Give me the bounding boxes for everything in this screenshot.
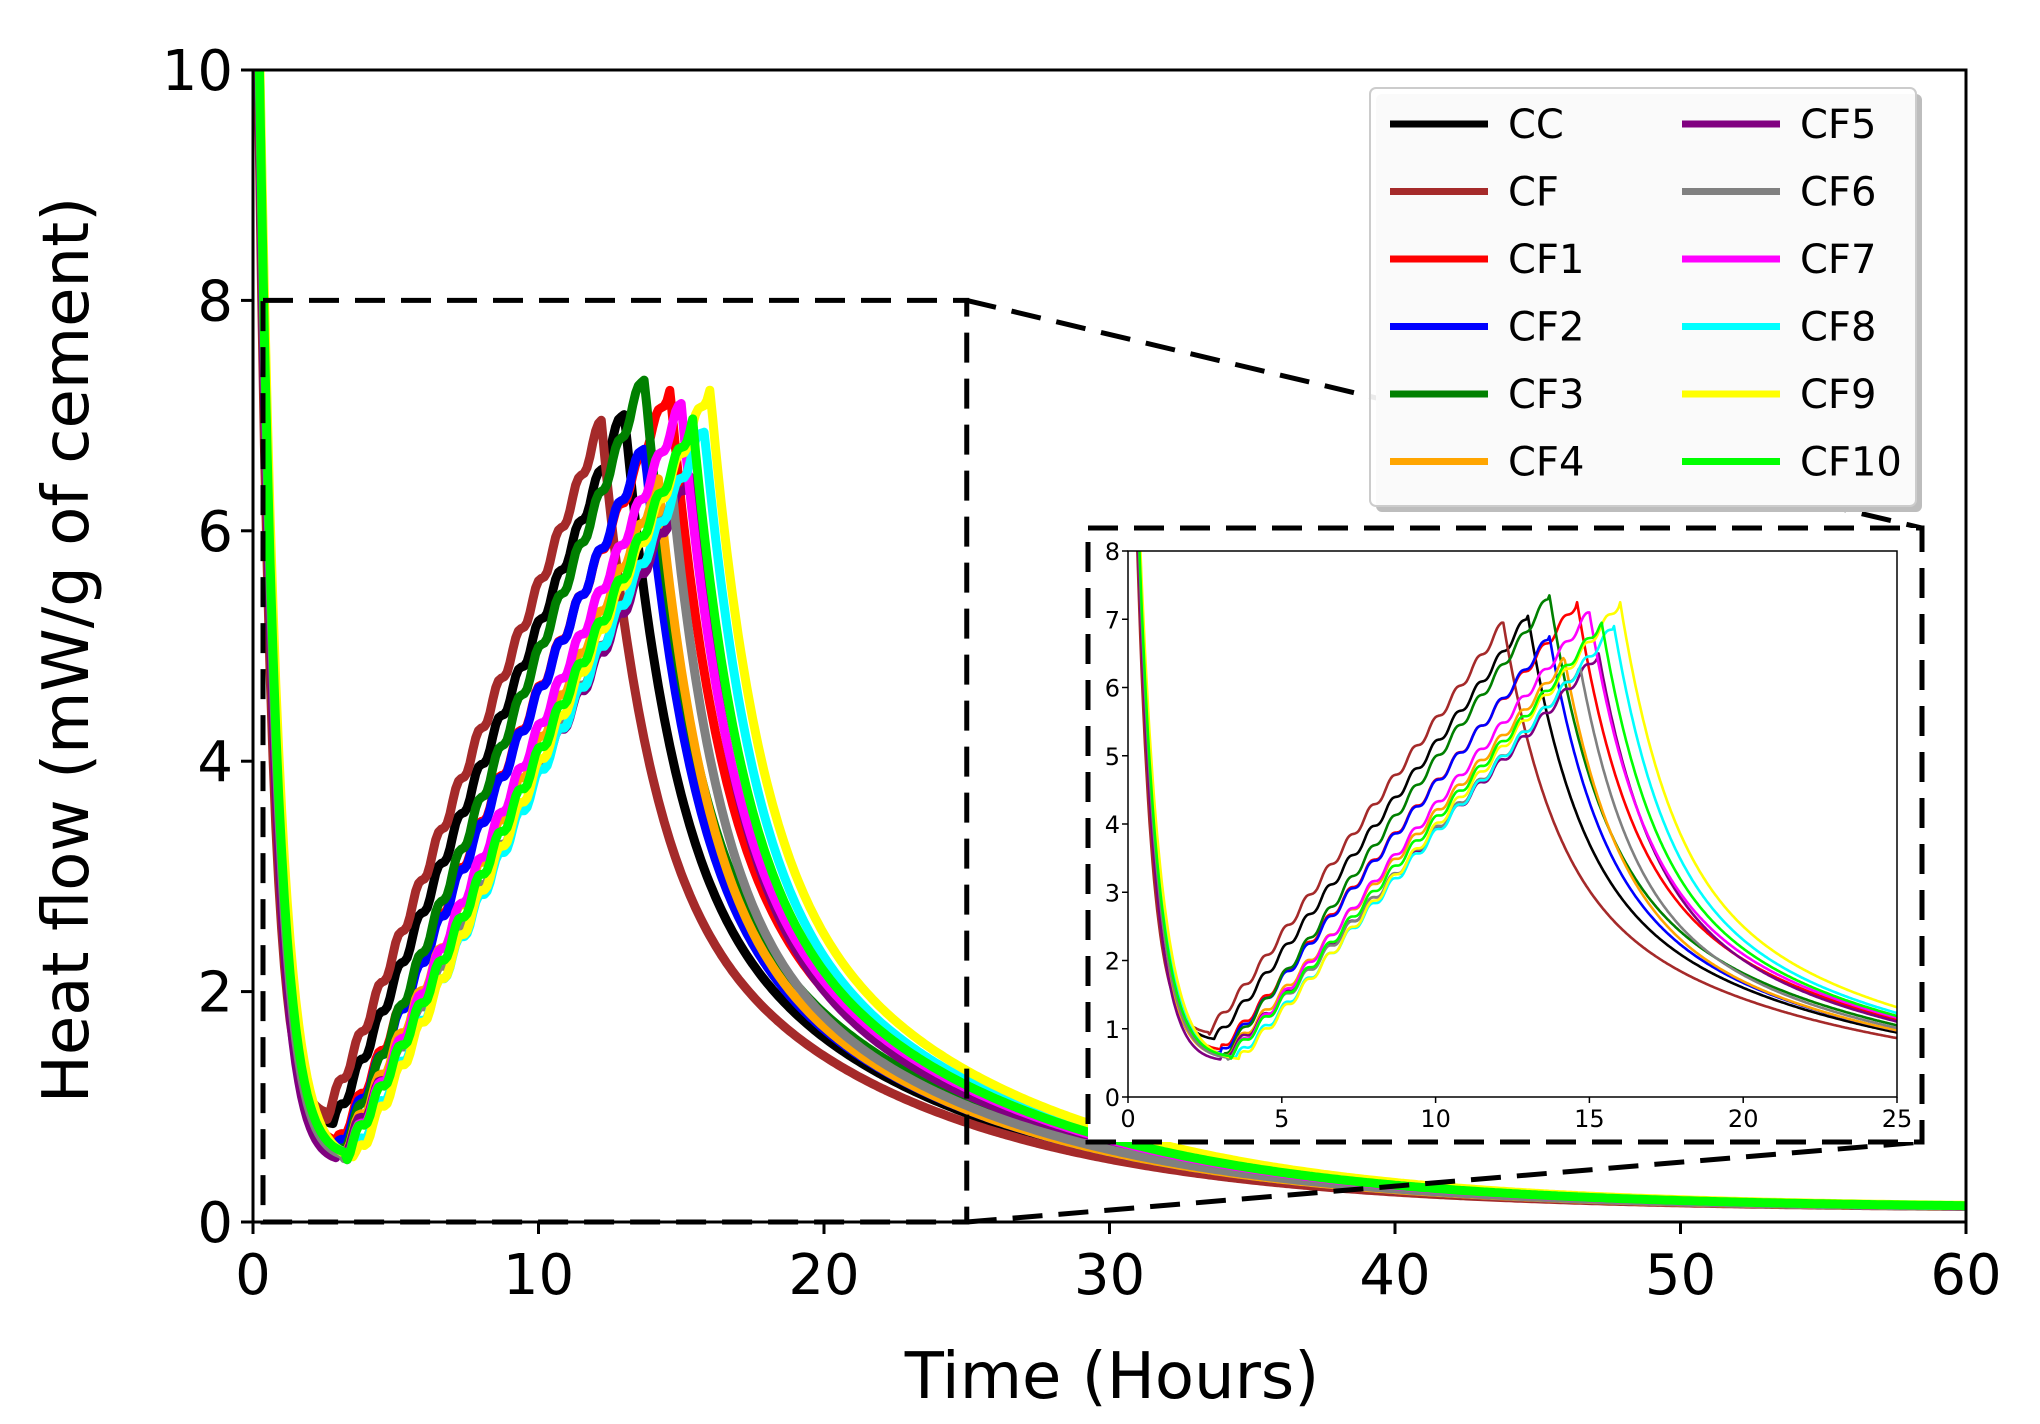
zoom-connector-bottom (966, 1139, 1923, 1225)
zoom-region-box (260, 297, 970, 1225)
y-tick-label: 6 (197, 500, 233, 565)
legend-label-cf8: CF8 (1800, 305, 1876, 351)
inset-x-tick-label: 0 (1120, 1105, 1135, 1133)
legend-label-cf7: CF7 (1800, 237, 1876, 283)
inset-series-line-cf9 (1139, 551, 1897, 1061)
x-tick-label: 30 (1074, 1243, 1145, 1308)
legend-label-cf9: CF9 (1800, 372, 1876, 418)
inset-y-tick-label: 1 (1105, 1016, 1120, 1044)
y-tick-label: 8 (197, 269, 233, 334)
inset-dashed-frame (1085, 525, 1925, 1145)
legend-label-cf1: CF1 (1508, 237, 1584, 283)
inset-y-tick-label: 0 (1105, 1084, 1120, 1112)
legend-label-cf3: CF3 (1508, 372, 1584, 418)
legend-label-cf2: CF2 (1508, 305, 1584, 351)
inset-y-tick-label: 6 (1105, 675, 1120, 703)
legend-label-cf6: CF6 (1800, 170, 1876, 216)
inset-series-line-cf10 (1138, 551, 1897, 1060)
inset-x-tick-label: 5 (1274, 1105, 1289, 1133)
y-tick-label: 0 (197, 1191, 233, 1256)
legend: CC CF CF1 CF2 CF3 CF4 CF5 CF6 CF7 CF8 CF9 CF10 (1369, 87, 1922, 512)
x-axis-label: Time (Hours) (904, 1340, 1319, 1414)
inset-y-tick-label: 4 (1105, 811, 1120, 839)
legend-label-cf4: CF4 (1508, 440, 1584, 486)
inset-chart: 0 5 10 15 20 25 0 1 2 3 4 5 6 7 8 (1085, 525, 1925, 1145)
inset-x-tick-label: 25 (1882, 1105, 1913, 1133)
legend-label-cf5: CF5 (1800, 102, 1876, 148)
inset-y-tick-label: 7 (1105, 606, 1120, 634)
y-tick-label: 10 (162, 39, 233, 104)
inset-y-tick-label: 3 (1105, 879, 1120, 907)
x-tick-label: 40 (1359, 1243, 1430, 1308)
inset-y-tick-label: 5 (1105, 743, 1120, 771)
legend-label-cc: CC (1508, 102, 1564, 148)
inset-x-tick-label: 10 (1420, 1105, 1451, 1133)
inset-y-tick-label: 2 (1105, 948, 1120, 976)
legend-label-cf10: CF10 (1800, 440, 1902, 486)
y-tick-label: 4 (197, 730, 233, 795)
x-tick-label: 10 (503, 1243, 574, 1308)
x-tick-label: 50 (1645, 1243, 1716, 1308)
inset-series-line-cf8 (1138, 551, 1897, 1059)
y-axis-label: Heat flow (mW/g of cement) (30, 197, 104, 1103)
inset-x-tick-label: 20 (1728, 1105, 1759, 1133)
x-tick-label: 0 (235, 1243, 271, 1308)
x-tick-label: 60 (1930, 1243, 2001, 1308)
y-tick-label: 2 (197, 961, 233, 1026)
inset-series-line-cc (1136, 551, 1897, 1041)
x-tick-label: 20 (788, 1243, 859, 1308)
inset-series-line-cf (1136, 551, 1897, 1040)
zoom-connector-top (966, 297, 1923, 531)
legend-label-cf: CF (1508, 170, 1559, 216)
zoom-guides (260, 297, 1923, 1225)
inset-series-line-cf3 (1137, 551, 1897, 1056)
inset-x-tick-label: 15 (1574, 1105, 1605, 1133)
inset-series-lines (1136, 551, 1897, 1061)
inset-y-tick-label: 8 (1105, 538, 1120, 566)
